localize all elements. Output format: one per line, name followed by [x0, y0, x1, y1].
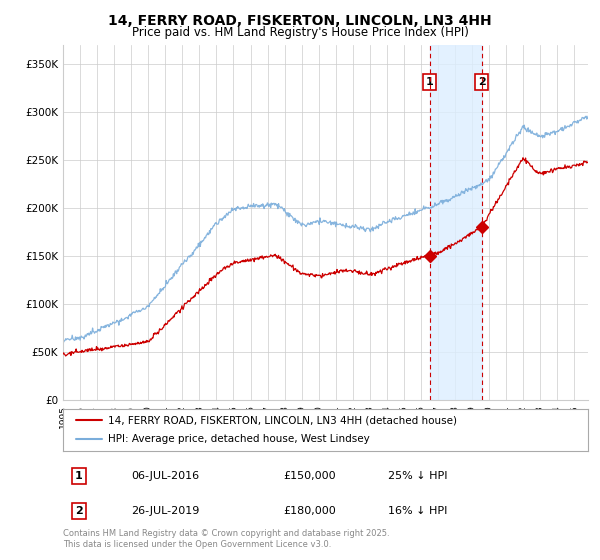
Text: 2: 2 [75, 506, 83, 516]
Text: 2: 2 [478, 77, 485, 87]
Text: £180,000: £180,000 [284, 506, 336, 516]
Text: 16% ↓ HPI: 16% ↓ HPI [389, 506, 448, 516]
Text: 1: 1 [75, 471, 83, 481]
Text: 25% ↓ HPI: 25% ↓ HPI [389, 471, 448, 481]
Bar [430, 45, 482, 400]
Text: HPI: Average price, detached house, West Lindsey: HPI: Average price, detached house, West… [107, 435, 370, 445]
Text: 1: 1 [426, 77, 434, 87]
Text: 14, FERRY ROAD, FISKERTON, LINCOLN, LN3 4HH (detached house): 14, FERRY ROAD, FISKERTON, LINCOLN, LN3 … [107, 415, 457, 425]
Text: 26-JUL-2019: 26-JUL-2019 [131, 506, 200, 516]
Text: Contains HM Land Registry data © Crown copyright and database right 2025.
This d: Contains HM Land Registry data © Crown c… [63, 529, 389, 549]
Text: 14, FERRY ROAD, FISKERTON, LINCOLN, LN3 4HH: 14, FERRY ROAD, FISKERTON, LINCOLN, LN3 … [108, 14, 492, 28]
Text: 06-JUL-2016: 06-JUL-2016 [131, 471, 199, 481]
Text: Price paid vs. HM Land Registry's House Price Index (HPI): Price paid vs. HM Land Registry's House … [131, 26, 469, 39]
Text: £150,000: £150,000 [284, 471, 336, 481]
